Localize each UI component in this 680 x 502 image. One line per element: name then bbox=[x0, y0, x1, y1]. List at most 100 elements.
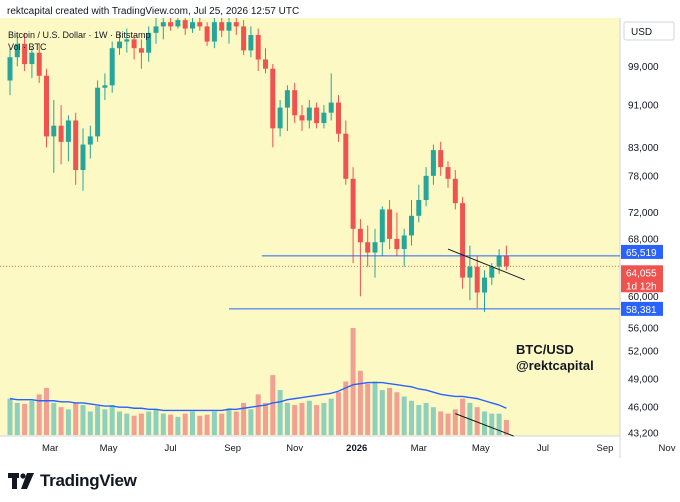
support-price-tag bbox=[621, 301, 663, 316]
candle-body bbox=[255, 35, 261, 60]
volume-bar bbox=[357, 370, 363, 435]
candle-body bbox=[372, 242, 378, 253]
time-scale-background[interactable] bbox=[0, 436, 620, 458]
volume-bar bbox=[22, 403, 28, 435]
currency-selector[interactable]: USD bbox=[623, 21, 675, 41]
volume-bar bbox=[73, 402, 79, 435]
volume-bar bbox=[14, 402, 20, 435]
volume-bar bbox=[306, 400, 312, 435]
volume-bar bbox=[29, 400, 35, 435]
candle-body bbox=[365, 242, 371, 253]
candle-body bbox=[138, 48, 144, 53]
candle-body bbox=[474, 266, 480, 293]
candle-body bbox=[482, 277, 487, 293]
volume-bar bbox=[387, 387, 393, 435]
volume-bar bbox=[365, 383, 371, 435]
candle-body bbox=[489, 266, 495, 278]
candle-body bbox=[14, 43, 20, 58]
volume-bar bbox=[328, 398, 334, 435]
volume-bar bbox=[204, 414, 210, 435]
volume-bar bbox=[445, 413, 451, 435]
volume-ma-line bbox=[9, 381, 507, 412]
volume-bar bbox=[241, 402, 247, 435]
volume-bar bbox=[299, 402, 305, 435]
volume-bar bbox=[255, 394, 261, 435]
candle-body bbox=[146, 32, 152, 53]
candle-body bbox=[175, 20, 181, 27]
candle-body bbox=[503, 256, 509, 267]
y-tick-label: 52,000 bbox=[628, 347, 659, 358]
y-tick-label: 91,000 bbox=[628, 101, 659, 112]
volume-bar bbox=[219, 413, 225, 435]
resistance-price-tag bbox=[621, 244, 663, 259]
volume-bar bbox=[190, 411, 195, 435]
y-tick-label: 56,000 bbox=[628, 324, 659, 335]
volume-bar bbox=[372, 381, 378, 435]
volume-bar bbox=[482, 411, 487, 435]
candle-body bbox=[44, 75, 49, 137]
legend-volume[interactable]: Vol · BTC bbox=[8, 42, 47, 52]
candle-body bbox=[292, 90, 298, 116]
candle-body bbox=[394, 238, 400, 250]
tradingview-logo-icon bbox=[8, 473, 34, 489]
candle-body bbox=[467, 266, 473, 278]
volume-bar bbox=[263, 402, 268, 435]
volume-bar bbox=[160, 413, 166, 435]
currency-selector-box[interactable] bbox=[623, 21, 675, 41]
volume-trendline bbox=[455, 413, 514, 437]
y-tick-label: 60,000 bbox=[628, 292, 659, 303]
volume-bar bbox=[292, 405, 298, 435]
y-tick-label: 49,000 bbox=[628, 374, 659, 385]
candle-body bbox=[153, 26, 159, 33]
chart-attribution: rektcapital created with TradingView.com… bbox=[7, 6, 300, 17]
candle-body bbox=[204, 26, 210, 42]
volume-bar bbox=[350, 328, 356, 435]
support-price-label: 58,381 bbox=[626, 305, 657, 316]
volume-bar bbox=[153, 409, 159, 435]
volume-bar bbox=[65, 409, 71, 435]
candle-body bbox=[321, 112, 327, 124]
volume-bar bbox=[80, 405, 86, 435]
volume-bar bbox=[87, 411, 93, 435]
chart-canvas[interactable]: 107,00099,00091,00083,00078,00072,00068,… bbox=[0, 18, 680, 458]
candle-body bbox=[270, 68, 276, 129]
x-tick-label: Mar bbox=[411, 443, 427, 454]
candle-body bbox=[109, 48, 115, 86]
volume-bar bbox=[489, 413, 495, 435]
candle-body bbox=[131, 39, 137, 49]
x-tick-label: Nov bbox=[659, 443, 676, 454]
x-tick-label: May bbox=[472, 443, 490, 454]
y-tick-label: 43,200 bbox=[628, 429, 659, 440]
volume-bar bbox=[168, 414, 174, 435]
countdown-tag bbox=[621, 278, 663, 293]
annotation-author: @rektcapital bbox=[516, 358, 594, 373]
candle-body bbox=[241, 26, 247, 51]
candles-layer bbox=[7, 18, 509, 312]
candle-body bbox=[65, 120, 71, 142]
volume-bar bbox=[270, 375, 276, 435]
x-tick-label: Sep bbox=[596, 443, 613, 454]
candle-body bbox=[423, 175, 429, 201]
candle-body bbox=[87, 136, 93, 145]
volume-bar bbox=[496, 413, 502, 435]
volume-bar bbox=[175, 416, 181, 435]
candle-body bbox=[452, 178, 458, 204]
currency-label[interactable]: USD bbox=[631, 27, 652, 38]
volume-bar bbox=[51, 402, 57, 435]
volume-bar bbox=[314, 405, 320, 435]
volume-bar bbox=[138, 413, 144, 435]
candle-body bbox=[95, 87, 101, 137]
candle-body bbox=[379, 209, 385, 243]
volume-bar bbox=[58, 407, 64, 435]
candle-body bbox=[430, 150, 436, 176]
volume-bar bbox=[401, 396, 407, 435]
price-scale-background[interactable] bbox=[620, 18, 680, 458]
candle-body bbox=[306, 107, 312, 121]
tradingview-logo[interactable]: TradingView bbox=[8, 470, 137, 492]
legend-symbol[interactable]: Bitcoin / U.S. Dollar · 1W · Bitstamp bbox=[8, 30, 151, 40]
price-chart[interactable]: 107,00099,00091,00083,00078,00072,00068,… bbox=[0, 18, 680, 458]
volume-bar bbox=[36, 394, 42, 435]
candle-body bbox=[336, 102, 341, 134]
volume-bar bbox=[233, 411, 239, 435]
volume-bar bbox=[95, 406, 101, 435]
